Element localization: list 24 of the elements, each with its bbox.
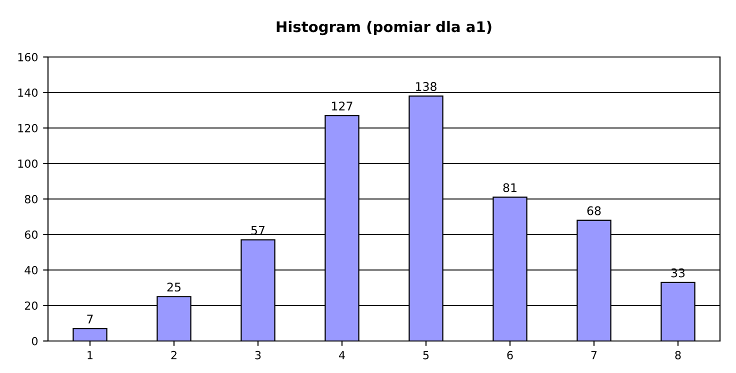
y-tick-label: 40: [24, 266, 38, 274]
y-tick-label: 0: [32, 336, 38, 346]
data-label: 25: [167, 282, 180, 292]
data-label: 138: [416, 82, 436, 91]
x-tick-label: 4: [339, 351, 345, 360]
data-label: 68: [587, 206, 601, 216]
x-tick-label: 1: [88, 351, 93, 360]
x-tick-label: 8: [675, 350, 681, 360]
chart-title: Histogram (pomiar dla a1): [276, 20, 492, 36]
data-label: 127: [332, 102, 352, 110]
x-tick-label: 2: [171, 350, 176, 360]
y-tick-label: 120: [18, 124, 38, 132]
x-tick-label: 7: [591, 351, 597, 360]
y-tick-label: 140: [18, 88, 38, 97]
y-tick-label: 160: [18, 52, 38, 62]
x-tick-label: 3: [255, 350, 261, 360]
data-label: 81: [503, 183, 516, 192]
y-tick-label: 20: [24, 301, 38, 310]
y-tick-label: 100: [18, 159, 38, 168]
y-tick-label: 60: [24, 230, 38, 239]
x-tick-label: 5: [423, 351, 429, 360]
x-tick-label: 6: [507, 350, 513, 360]
data-label: 7: [87, 314, 93, 324]
y-tick-label: 80: [24, 194, 38, 204]
